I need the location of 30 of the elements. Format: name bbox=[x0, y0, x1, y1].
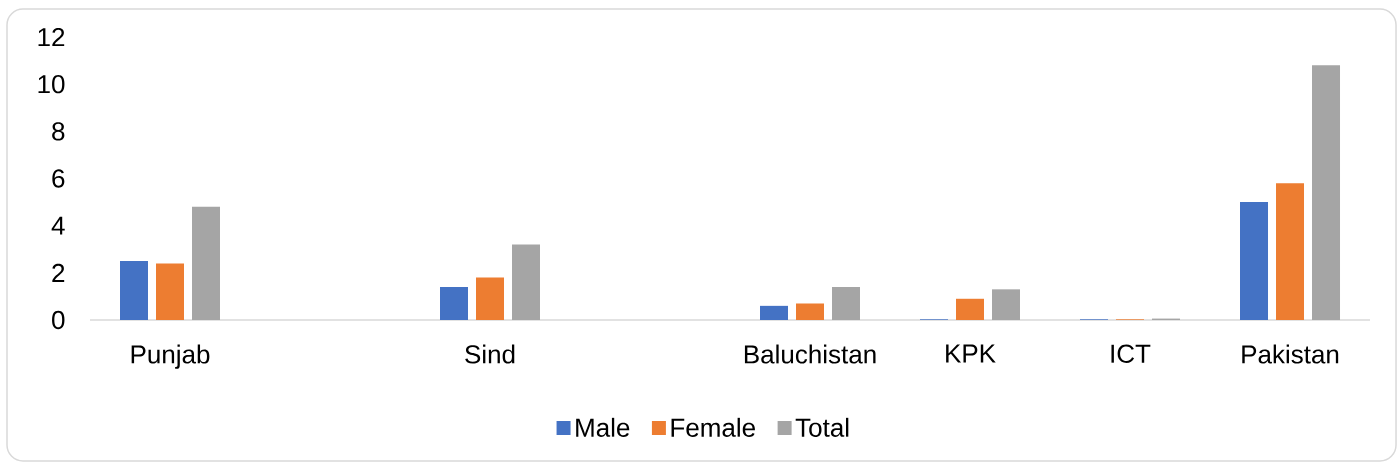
bar bbox=[192, 206, 220, 320]
y-tick-label: 6 bbox=[52, 169, 65, 188]
bar bbox=[832, 286, 860, 320]
y-tick-label: 0 bbox=[52, 310, 65, 330]
x-tick-label: ICT bbox=[1111, 344, 1151, 363]
bar bbox=[120, 261, 148, 320]
bar bbox=[1312, 65, 1341, 320]
y-tick-label: 2 bbox=[52, 263, 65, 282]
bar bbox=[796, 303, 824, 320]
y-tick-label: 12 bbox=[38, 27, 65, 47]
legend-label: Total bbox=[795, 417, 849, 437]
legend-label: Male bbox=[576, 417, 630, 437]
bar bbox=[476, 277, 504, 320]
bar bbox=[956, 298, 984, 320]
y-tick-label: 8 bbox=[52, 122, 65, 141]
bar bbox=[440, 286, 468, 320]
x-tick-label: Pakistan bbox=[1242, 344, 1339, 364]
x-tick-label: Baluchistan bbox=[744, 344, 876, 364]
bar bbox=[156, 263, 184, 320]
y-tick-label: 4 bbox=[51, 216, 65, 235]
bar bbox=[1276, 183, 1305, 320]
bar bbox=[760, 305, 788, 320]
y-tick-label: 10 bbox=[38, 74, 65, 94]
legend-label: Female bbox=[671, 417, 755, 437]
x-tick-label: KPK bbox=[946, 344, 996, 363]
bar bbox=[992, 289, 1020, 320]
x-tick-label: Punjab bbox=[131, 344, 210, 369]
bar bbox=[1240, 202, 1269, 320]
x-tick-label: Sind bbox=[465, 344, 515, 364]
bar bbox=[512, 244, 540, 320]
